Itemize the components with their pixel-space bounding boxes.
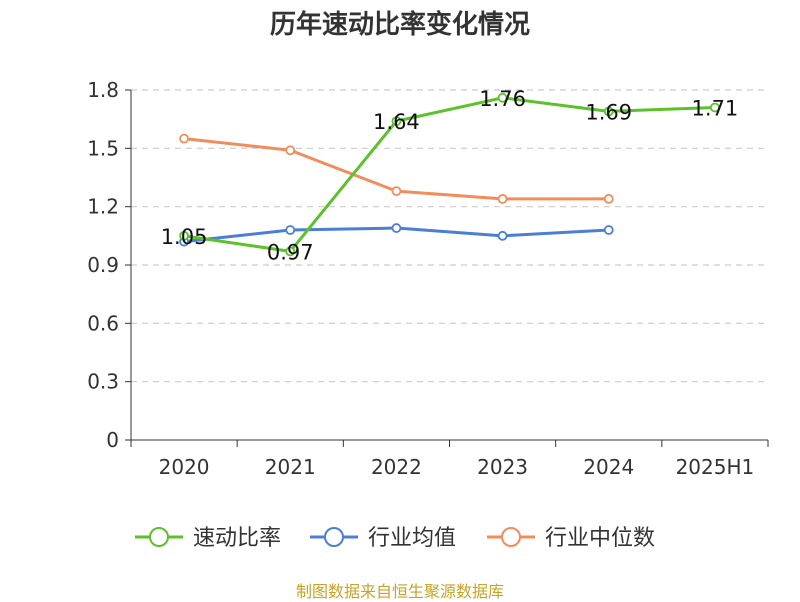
legend-marker bbox=[501, 527, 521, 547]
y-tick-label: 0.9 bbox=[87, 253, 119, 277]
legend: 速动比率 行业均值 行业中位数 bbox=[135, 526, 655, 551]
data-point bbox=[497, 230, 508, 241]
x-tick-label: 2020 bbox=[159, 455, 210, 479]
data-point bbox=[603, 193, 614, 204]
x-tick-label: 2022 bbox=[371, 455, 422, 479]
chart-title: 历年速动比率变化情况 bbox=[269, 10, 530, 40]
data-point bbox=[603, 106, 614, 117]
data-label: 1.64 bbox=[373, 110, 420, 134]
x-tick-label: 2024 bbox=[583, 455, 634, 479]
data-label: 1.76 bbox=[479, 87, 526, 111]
data-point bbox=[391, 116, 402, 127]
data-point bbox=[497, 92, 508, 103]
data-point bbox=[285, 145, 296, 156]
data-point bbox=[391, 223, 402, 233]
y-tick-label: 0.3 bbox=[87, 370, 119, 394]
y-tick-label: 1.8 bbox=[87, 78, 119, 102]
legend-label: 速动比率 bbox=[193, 526, 281, 551]
data-point bbox=[285, 246, 296, 257]
data-label: 0.97 bbox=[267, 240, 314, 264]
data-label: 1.05 bbox=[161, 225, 208, 249]
grid-lines bbox=[131, 89, 768, 383]
y-tick-label: 0.6 bbox=[87, 311, 119, 335]
data-point bbox=[179, 133, 189, 144]
legend-label: 行业均值 bbox=[368, 526, 456, 551]
x-tick-label: 2023 bbox=[477, 455, 528, 479]
series-line bbox=[183, 96, 715, 253]
legend-marker bbox=[149, 527, 169, 547]
data-point bbox=[391, 186, 402, 197]
data-point bbox=[710, 102, 720, 113]
data-point bbox=[603, 225, 614, 235]
data-labels: 1.05 0.97 1.64 1.76 1.69 1.71 bbox=[161, 87, 739, 265]
source-note: 制图数据来自恒生聚源数据库 bbox=[295, 582, 504, 601]
data-label: 1.71 bbox=[692, 97, 739, 121]
data-point bbox=[179, 230, 189, 241]
legend-marker bbox=[324, 527, 344, 547]
y-tick-label: 0 bbox=[106, 428, 119, 452]
y-tick-label: 1.5 bbox=[87, 136, 119, 160]
legend-label: 行业中位数 bbox=[545, 526, 655, 551]
data-point bbox=[497, 193, 508, 204]
data-point bbox=[285, 225, 296, 235]
y-tick-label: 1.2 bbox=[87, 195, 119, 219]
series-lines bbox=[179, 92, 720, 257]
data-label: 1.69 bbox=[585, 100, 632, 124]
axes: 0 0.3 0.6 0.9 1.2 1.5 1.8 2020 2021 2022 2023 2024 2… bbox=[87, 78, 769, 479]
x-tick-label: 2025H1 bbox=[676, 455, 755, 479]
x-tick-label: 2021 bbox=[265, 455, 316, 479]
